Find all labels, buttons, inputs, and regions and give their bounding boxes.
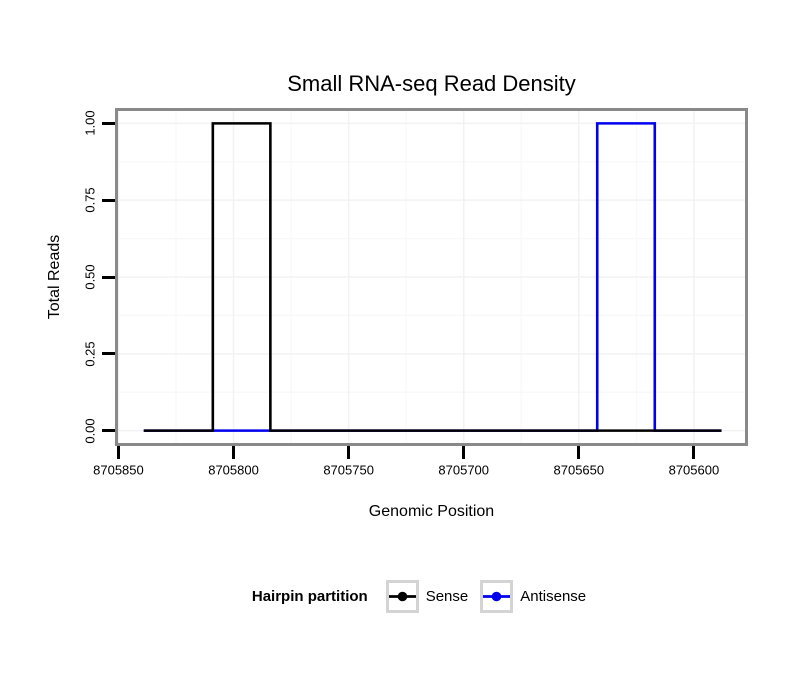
x-tick-label: 8705600 (668, 462, 720, 478)
y-tick-label: 0.50 (82, 264, 98, 290)
x-axis-title: Genomic Position (368, 503, 495, 520)
legend-key-antisense (480, 580, 514, 613)
y-tick (102, 352, 115, 356)
x-tick (577, 446, 581, 459)
y-tick (102, 275, 115, 279)
x-tick-label: 8705750 (323, 462, 374, 478)
series-line-sense (143, 122, 722, 432)
x-tick-label: 8705850 (93, 462, 144, 478)
x-tick (692, 446, 696, 459)
x-tick-label: 8705650 (553, 462, 605, 478)
x-tick-label: 8705700 (438, 462, 490, 478)
y-tick-label: 0.00 (82, 417, 98, 444)
x-tick (462, 446, 466, 459)
x-tick-label: 8705800 (208, 462, 259, 478)
chart-title: Small RNA-seq Read Density (287, 71, 576, 96)
legend-entry-sense: Sense (385, 580, 469, 613)
y-axis-title: Total Reads (46, 234, 63, 320)
y-tick-label: 0.75 (82, 187, 98, 213)
x-tick (116, 446, 120, 459)
legend-entry-antisense: Antisense (480, 580, 586, 613)
legend-label-antisense: Antisense (520, 588, 587, 605)
antisense-line-point-icon (483, 591, 511, 602)
legend: Hairpin partition Sense Antisense (28, 580, 810, 613)
legend-label-sense: Sense (425, 588, 469, 605)
y-tick-label: 0.25 (82, 341, 98, 367)
legend-title: Hairpin partition (251, 588, 368, 605)
y-tick-label: 1.00 (82, 110, 98, 137)
sense-line-point-icon (388, 591, 416, 602)
y-tick (102, 429, 115, 433)
plot-svg (115, 108, 748, 446)
x-tick (232, 446, 236, 459)
legend-key-sense (385, 580, 419, 613)
y-tick (102, 121, 115, 125)
y-tick (102, 198, 115, 202)
x-tick (347, 446, 351, 459)
